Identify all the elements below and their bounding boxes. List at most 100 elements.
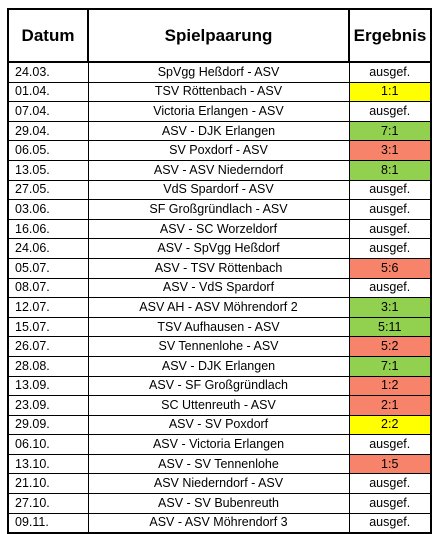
cell-datum: 29.09. [7,414,89,436]
cell-datum: 23.09. [7,395,89,416]
cell-ergebnis: ausgef. [348,238,432,259]
table-row: 08.07. ASV - VdS Spardorf ausgef. [7,277,432,299]
cell-ergebnis: 1:5 [348,453,432,475]
cell-datum: 13.05. [7,159,89,181]
header-datum: Datum [7,8,89,63]
cell-ergebnis: ausgef. [348,101,432,122]
cell-ergebnis: 8:1 [348,159,432,181]
header-spielpaarung: Spielpaarung [87,8,350,63]
table-row: 03.06. SF Großgründlach - ASV ausgef. [7,199,432,220]
table-row: 29.04. ASV - DJK Erlangen 7:1 [7,120,432,142]
cell-spielpaarung: ASV - DJK Erlangen [87,120,350,142]
cell-spielpaarung: ASV - ASV Möhrendorf 3 [87,512,350,534]
cell-datum: 15.07. [7,316,89,338]
cell-ergebnis: 1:1 [348,81,432,103]
schedule-table-container: Datum Spielpaarung Ergebnis 24.03. SpVgg … [7,8,432,534]
header-row: Datum Spielpaarung Ergebnis [7,8,432,63]
table-row: 21.10. ASV Niederndorf - ASV ausgef. [7,473,432,495]
cell-datum: 28.08. [7,355,89,377]
cell-ergebnis: 2:2 [348,414,432,436]
header-ergebnis: Ergebnis [348,8,432,63]
cell-datum: 09.11. [7,512,89,534]
cell-spielpaarung: ASV - SpVgg Heßdorf [87,238,350,259]
cell-spielpaarung: ASV - SV Bubenreuth [87,493,350,514]
schedule-table: Datum Spielpaarung Ergebnis 24.03. SpVgg … [7,8,432,534]
table-row: 13.10. ASV - SV Tennenlohe 1:5 [7,453,432,475]
cell-datum: 26.07. [7,336,89,357]
table-row: 28.08. ASV - DJK Erlangen 7:1 [7,355,432,377]
table-row: 26.07. SV Tennenlohe - ASV 5:2 [7,336,432,357]
table-row: 29.09. ASV - SV Poxdorf 2:2 [7,414,432,436]
cell-spielpaarung: ASV - SV Poxdorf [87,414,350,436]
cell-spielpaarung: SpVgg Heßdorf - ASV [87,61,350,83]
table-row: 01.04. TSV Röttenbach - ASV 1:1 [7,81,432,103]
cell-ergebnis: ausgef. [348,218,432,240]
cell-spielpaarung: VdS Spardorf - ASV [87,179,350,201]
cell-datum: 21.10. [7,473,89,495]
table-row: 06.10. ASV - Victoria Erlangen ausgef. [7,434,432,455]
table-body: 24.03. SpVgg Heßdorf - ASV ausgef. 01.04. TS… [7,61,432,534]
cell-spielpaarung: ASV - ASV Niederndorf [87,159,350,181]
cell-ergebnis: 5:11 [348,316,432,338]
cell-datum: 27.05. [7,179,89,201]
table-row: 12.07. ASV AH - ASV Möhrendorf 2 3:1 [7,297,432,318]
cell-spielpaarung: ASV - SF Großgründlach [87,375,350,397]
cell-spielpaarung: ASV - DJK Erlangen [87,355,350,377]
cell-ergebnis: 3:1 [348,140,432,161]
table-row: 27.10. ASV - SV Bubenreuth ausgef. [7,493,432,514]
cell-datum: 13.10. [7,453,89,475]
cell-datum: 06.05. [7,140,89,161]
cell-ergebnis: ausgef. [348,199,432,220]
cell-ergebnis: ausgef. [348,434,432,455]
cell-datum: 08.07. [7,277,89,299]
table-row: 09.11. ASV - ASV Möhrendorf 3 ausgef. [7,512,432,534]
cell-datum: 24.03. [7,61,89,83]
cell-ergebnis: 7:1 [348,120,432,142]
cell-spielpaarung: SC Uttenreuth - ASV [87,395,350,416]
cell-ergebnis: ausgef. [348,277,432,299]
cell-ergebnis: ausgef. [348,473,432,495]
table-row: 23.09. SC Uttenreuth - ASV 2:1 [7,395,432,416]
cell-datum: 13.09. [7,375,89,397]
cell-spielpaarung: ASV - Victoria Erlangen [87,434,350,455]
cell-ergebnis: 1:2 [348,375,432,397]
cell-ergebnis: ausgef. [348,179,432,201]
cell-datum: 06.10. [7,434,89,455]
cell-datum: 07.04. [7,101,89,122]
table-row: 15.07. TSV Aufhausen - ASV 5:11 [7,316,432,338]
cell-ergebnis: ausgef. [348,61,432,83]
cell-datum: 12.07. [7,297,89,318]
cell-ergebnis: ausgef. [348,512,432,534]
cell-datum: 01.04. [7,81,89,103]
table-header: Datum Spielpaarung Ergebnis [7,8,432,63]
cell-spielpaarung: SV Poxdorf - ASV [87,140,350,161]
table-row: 13.05. ASV - ASV Niederndorf 8:1 [7,159,432,181]
cell-ergebnis: 2:1 [348,395,432,416]
cell-spielpaarung: ASV - VdS Spardorf [87,277,350,299]
table-row: 24.06. ASV - SpVgg Heßdorf ausgef. [7,238,432,259]
cell-datum: 03.06. [7,199,89,220]
cell-spielpaarung: ASV - SC Worzeldorf [87,218,350,240]
cell-spielpaarung: SF Großgründlach - ASV [87,199,350,220]
table-row: 06.05. SV Poxdorf - ASV 3:1 [7,140,432,161]
cell-datum: 24.06. [7,238,89,259]
cell-datum: 27.10. [7,493,89,514]
table-row: 16.06. ASV - SC Worzeldorf ausgef. [7,218,432,240]
cell-spielpaarung: ASV AH - ASV Möhrendorf 2 [87,297,350,318]
cell-spielpaarung: TSV Aufhausen - ASV [87,316,350,338]
cell-ergebnis: 5:6 [348,257,432,279]
cell-datum: 05.07. [7,257,89,279]
cell-ergebnis: 3:1 [348,297,432,318]
cell-spielpaarung: SV Tennenlohe - ASV [87,336,350,357]
table-row: 24.03. SpVgg Heßdorf - ASV ausgef. [7,61,432,83]
cell-spielpaarung: ASV - TSV Röttenbach [87,257,350,279]
cell-spielpaarung: Victoria Erlangen - ASV [87,101,350,122]
cell-ergebnis: ausgef. [348,493,432,514]
table-row: 13.09. ASV - SF Großgründlach 1:2 [7,375,432,397]
cell-datum: 29.04. [7,120,89,142]
cell-spielpaarung: ASV Niederndorf - ASV [87,473,350,495]
cell-spielpaarung: ASV - SV Tennenlohe [87,453,350,475]
table-row: 05.07. ASV - TSV Röttenbach 5:6 [7,257,432,279]
table-row: 07.04. Victoria Erlangen - ASV ausgef. [7,101,432,122]
table-row: 27.05. VdS Spardorf - ASV ausgef. [7,179,432,201]
